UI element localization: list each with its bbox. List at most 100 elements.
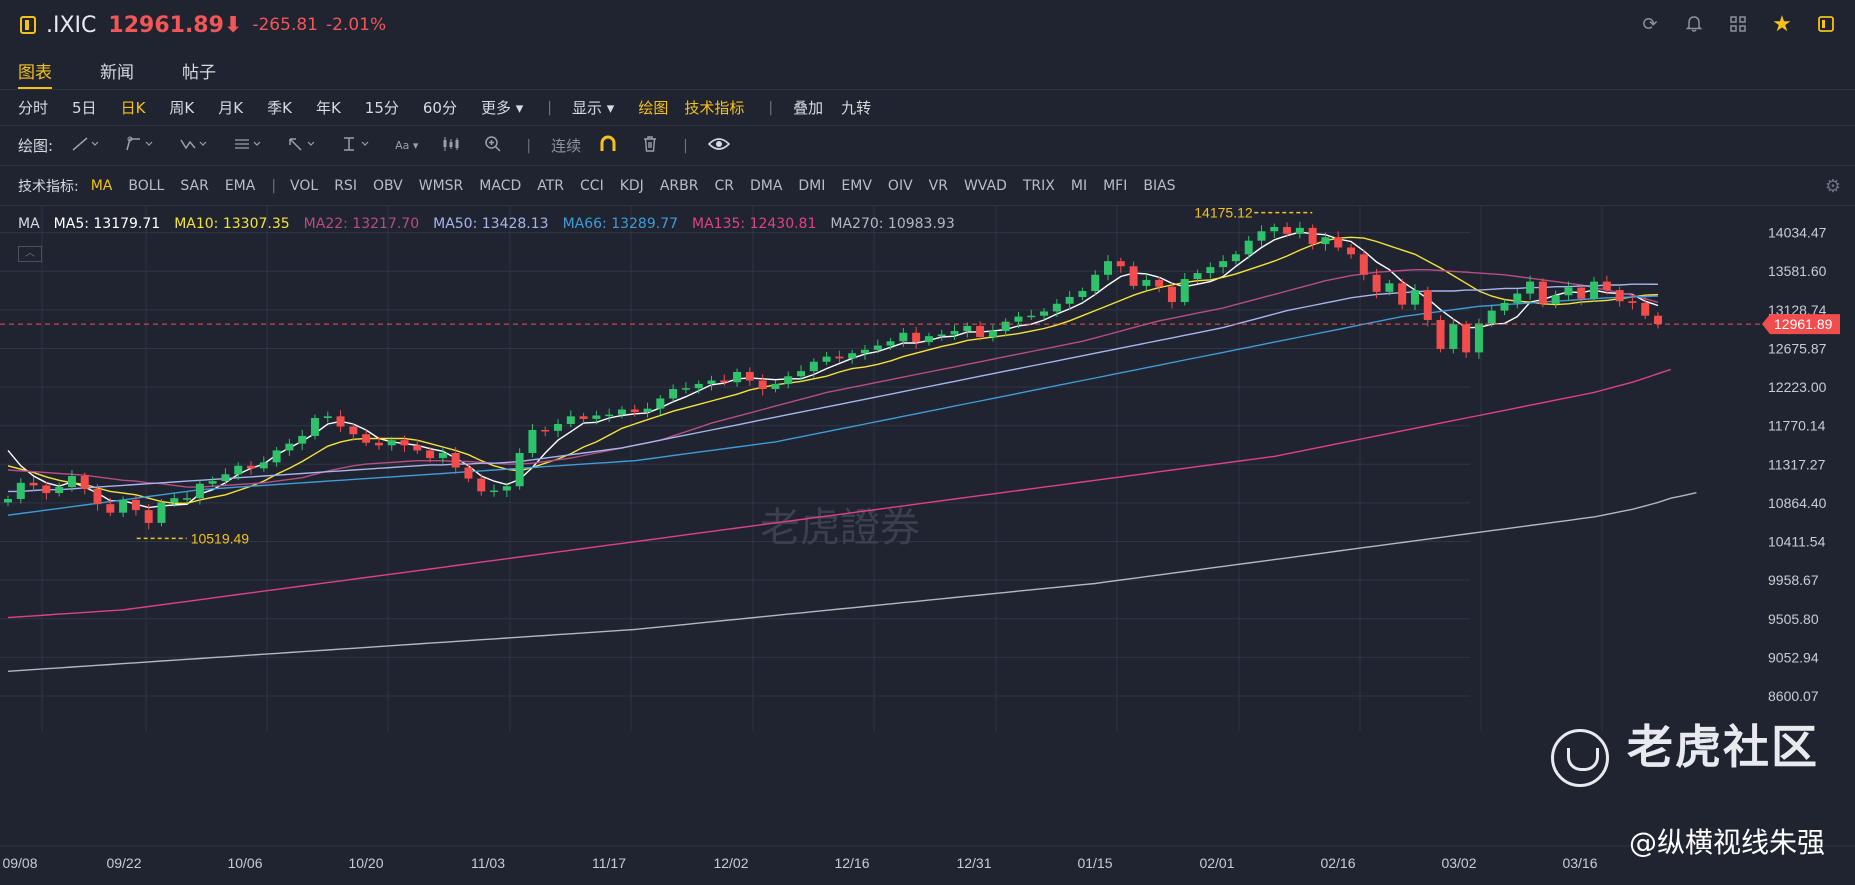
indicator-bias[interactable]: BIAS [1143, 177, 1176, 194]
indicator-trix[interactable]: TRIX [1022, 177, 1055, 194]
indicator-label: 技术指标: [18, 178, 79, 195]
indicator-dma[interactable]: DMA [749, 177, 783, 194]
candle-body [310, 418, 319, 436]
candle-body [1001, 321, 1010, 332]
nine-turn-button[interactable]: 九转 [841, 99, 872, 117]
x-tick-label: 12/31 [956, 855, 991, 871]
indicator-cci[interactable]: CCI [580, 177, 604, 194]
candle-body [285, 443, 294, 451]
y-tick-label: 11317.27 [1768, 456, 1826, 472]
candle-body [170, 498, 179, 503]
candle-body [1078, 290, 1087, 297]
y-tick-label: 9052.94 [1768, 649, 1819, 665]
wave-tool-icon[interactable] [179, 136, 209, 156]
candle-body [1155, 279, 1164, 287]
tab-news[interactable]: 新闻 [100, 63, 134, 83]
indicator-arbr[interactable]: ARBR [659, 177, 699, 194]
window-icon[interactable] [1815, 13, 1837, 35]
candle-body [784, 376, 793, 384]
indicator-wmsr[interactable]: WMSR [418, 177, 464, 194]
indicator-ma[interactable]: MA [90, 177, 113, 194]
price-range-icon[interactable] [341, 136, 371, 156]
divider: | [547, 99, 552, 116]
candle-body [1564, 287, 1573, 296]
candle-body [1398, 283, 1407, 305]
collapse-legend-button[interactable]: ︿ [18, 246, 42, 262]
indicator-emv[interactable]: EMV [841, 177, 872, 194]
x-tick-label: 11/03 [471, 855, 505, 871]
parallel-lines-icon[interactable] [233, 136, 263, 156]
indicator-mi[interactable]: MI [1070, 177, 1088, 194]
candle-body [336, 416, 345, 427]
gear-icon[interactable]: ⚙ [1824, 176, 1841, 197]
candlestick-chart[interactable]: 14487.3414034.4713581.6013128.7412675.87… [0, 206, 1855, 885]
indicator-rsi[interactable]: RSI [334, 177, 357, 194]
period-monthly[interactable]: 月K [218, 99, 244, 117]
y-tick-label: 10864.40 [1768, 495, 1827, 511]
polyline-tool-icon[interactable] [125, 136, 155, 156]
legend-label: MA10: [174, 216, 223, 232]
tiger-logo-icon [1551, 729, 1609, 787]
chart-canvas[interactable]: 14487.3414034.4713581.6013128.7412675.87… [0, 206, 1855, 885]
indicator-boll[interactable]: BOLL [128, 177, 165, 194]
period-yearly[interactable]: 年K [315, 99, 341, 117]
indicator-vol[interactable]: VOL [290, 177, 319, 194]
display-dropdown[interactable]: 显示 ▾ [572, 99, 615, 117]
candle-body [221, 474, 230, 482]
candle-body [1590, 281, 1599, 299]
indicator-wvad[interactable]: WVAD [963, 177, 1007, 194]
indicators-button[interactable]: 技术指标 [684, 99, 745, 117]
indicator-kdj[interactable]: KDJ [619, 177, 644, 194]
candle-body [860, 349, 869, 354]
period-weekly[interactable]: 周K [169, 99, 195, 117]
indicator-atr[interactable]: ATR [537, 177, 565, 194]
tab-chart[interactable]: 图表 [18, 50, 52, 89]
period-15min[interactable]: 15分 [364, 99, 399, 117]
arrow-tool-icon[interactable] [287, 136, 317, 156]
continuous-toggle[interactable]: 连续 [551, 137, 582, 155]
eye-icon[interactable] [707, 136, 730, 156]
candles-tool-icon[interactable] [442, 136, 460, 156]
divider: | [683, 137, 688, 154]
candle-body [1167, 286, 1176, 303]
star-icon[interactable]: ★ [1772, 11, 1792, 37]
indicator-obv[interactable]: OBV [372, 177, 403, 194]
zoom-icon[interactable] [484, 135, 502, 157]
overlay-button[interactable]: 叠加 [793, 99, 824, 117]
indicator-ema[interactable]: EMA [224, 177, 256, 194]
candle-body [1551, 295, 1560, 304]
draw-button[interactable]: 绘图 [638, 99, 669, 117]
refresh-icon[interactable]: ⟳ [1642, 13, 1658, 35]
period-more-dropdown[interactable]: 更多 ▾ [480, 99, 524, 117]
tab-posts[interactable]: 帖子 [182, 63, 216, 83]
indicator-vr[interactable]: VR [928, 177, 948, 194]
period-5day[interactable]: 5日 [72, 99, 97, 117]
bell-icon[interactable] [1683, 13, 1705, 35]
line-tool-icon[interactable] [71, 136, 101, 156]
candle-body [1654, 315, 1662, 325]
candle-body [464, 467, 473, 479]
trash-icon[interactable] [641, 135, 659, 157]
indicator-oiv[interactable]: OIV [887, 177, 913, 194]
ma-line-ma66 [7, 295, 1659, 516]
indicator-cr[interactable]: CR [714, 177, 734, 194]
candle-body [144, 510, 153, 523]
candle-body [502, 486, 511, 491]
text-tool-icon[interactable]: Aa ▾ [395, 139, 419, 152]
period-daily[interactable]: 日K [120, 99, 146, 117]
magnet-icon[interactable] [599, 135, 617, 157]
indicator-dmi[interactable]: DMI [798, 177, 826, 194]
candle-body [758, 380, 767, 390]
x-tick-label: 12/02 [713, 855, 748, 871]
candle-body [1359, 254, 1368, 275]
candle-body [1206, 267, 1215, 274]
indicator-sar[interactable]: SAR [180, 177, 209, 194]
drawing-label: 绘图: [18, 137, 54, 155]
grid-icon[interactable] [1727, 13, 1749, 35]
period-60min[interactable]: 60分 [422, 99, 457, 117]
indicator-macd[interactable]: MACD [479, 177, 522, 194]
indicator-mfi[interactable]: MFI [1103, 177, 1128, 194]
period-quarterly[interactable]: 季K [267, 99, 292, 117]
period-intraday[interactable]: 分时 [18, 99, 49, 117]
candle-body [1142, 279, 1151, 286]
